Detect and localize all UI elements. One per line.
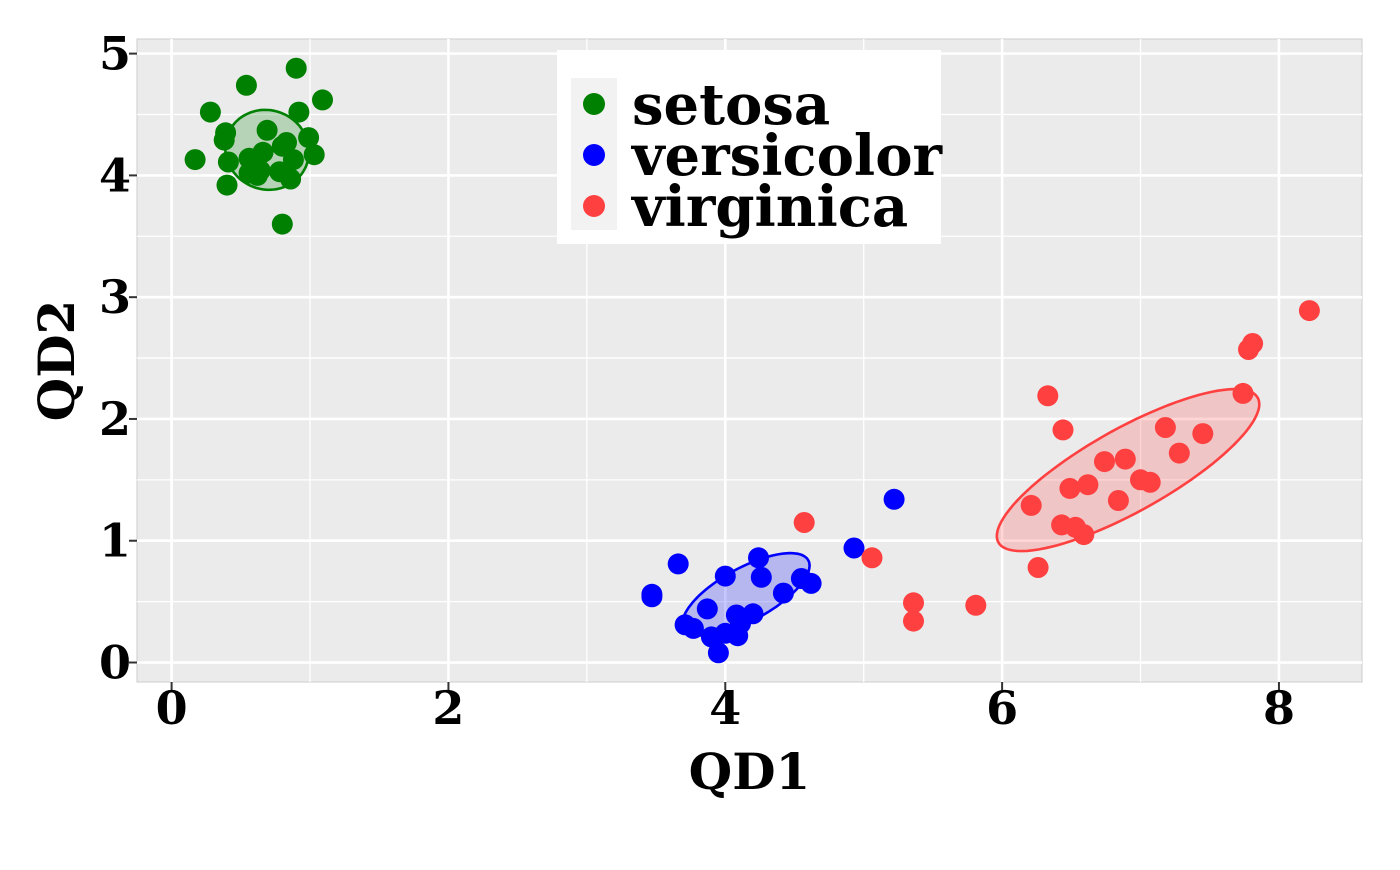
virginica-point <box>1077 474 1099 496</box>
virginica-point <box>793 512 815 533</box>
x-tick-label: 6 <box>986 681 1018 735</box>
virginica-point <box>1059 477 1081 499</box>
y-tick-label: 1 <box>99 514 131 568</box>
setosa-point <box>235 74 257 96</box>
virginica-point <box>1073 524 1095 546</box>
x-axis-title: QD1 <box>689 742 811 801</box>
virginica-point <box>1037 385 1059 407</box>
x-tick-label: 0 <box>156 681 188 735</box>
setosa-point <box>271 213 293 235</box>
virginica-point <box>903 592 924 614</box>
virginica-point <box>1107 490 1129 511</box>
virginica-point <box>1242 333 1264 354</box>
x-tick-label: 2 <box>432 681 464 735</box>
versicolor-point <box>667 553 689 575</box>
versicolor-point <box>682 617 704 639</box>
setosa-point <box>303 144 325 166</box>
virginica-point <box>903 610 924 632</box>
versicolor-point <box>772 582 794 604</box>
y-tick-label: 4 <box>99 148 131 202</box>
setosa-point <box>252 141 274 163</box>
virginica-point <box>1114 448 1136 470</box>
versicolor-point <box>800 572 822 594</box>
versicolor-point <box>883 488 905 510</box>
x-tick-label: 4 <box>709 681 741 735</box>
setosa-point <box>215 122 237 144</box>
x-tick-label: 8 <box>1263 681 1295 735</box>
versicolor-point <box>742 603 764 625</box>
versicolor-point <box>748 547 769 569</box>
virginica-point <box>1192 423 1214 445</box>
y-tick-label: 3 <box>99 270 131 324</box>
y-tick-label: 5 <box>99 27 131 81</box>
setosa-point <box>276 132 297 153</box>
setosa-point <box>256 119 278 141</box>
setosa-point <box>288 101 310 123</box>
y-tick-label: 0 <box>99 636 131 690</box>
setosa-point <box>282 149 304 171</box>
legend-label-virginica: virginica <box>630 174 908 240</box>
setosa-point <box>280 168 302 190</box>
virginica-point <box>1168 442 1190 464</box>
versicolor-point <box>750 566 772 588</box>
virginica-point <box>1154 417 1176 438</box>
virginica-point <box>1232 382 1254 404</box>
x-axis-ticks: 0 2 4 6 8 <box>156 681 1295 735</box>
virginica-point <box>1020 494 1042 516</box>
setosa-point <box>298 127 320 149</box>
setosa-point <box>184 149 206 171</box>
y-axis-ticks: 0 1 2 3 4 5 <box>99 27 137 690</box>
legend-box <box>557 50 941 244</box>
virginica-point <box>965 594 987 616</box>
y-tick-label: 2 <box>99 392 131 446</box>
versicolor-point <box>714 565 736 587</box>
versicolor-point <box>843 537 865 559</box>
virginica-point <box>1027 557 1049 578</box>
setosa-point <box>312 89 333 111</box>
virginica-point <box>1094 451 1115 473</box>
virginica-point <box>861 547 883 569</box>
setosa-point <box>249 160 271 181</box>
legend-label-versicolor: versicolor <box>630 123 944 189</box>
versicolor-point <box>707 642 729 664</box>
setosa-point <box>217 151 239 173</box>
versicolor-point <box>641 586 663 608</box>
virginica-point <box>1139 471 1161 493</box>
data-points <box>184 57 1320 664</box>
legend-key-virginica <box>583 195 605 217</box>
legend-key-setosa <box>583 93 605 115</box>
legend-key-versicolor <box>583 144 605 166</box>
setosa-point <box>216 174 238 196</box>
setosa-point <box>285 57 307 79</box>
legend-label-setosa: setosa <box>632 72 830 138</box>
virginica-point <box>1298 300 1320 322</box>
virginica-point <box>1052 419 1074 441</box>
setosa-point <box>199 101 221 123</box>
y-axis-title: QD2 <box>27 300 86 422</box>
versicolor-point <box>696 598 718 620</box>
